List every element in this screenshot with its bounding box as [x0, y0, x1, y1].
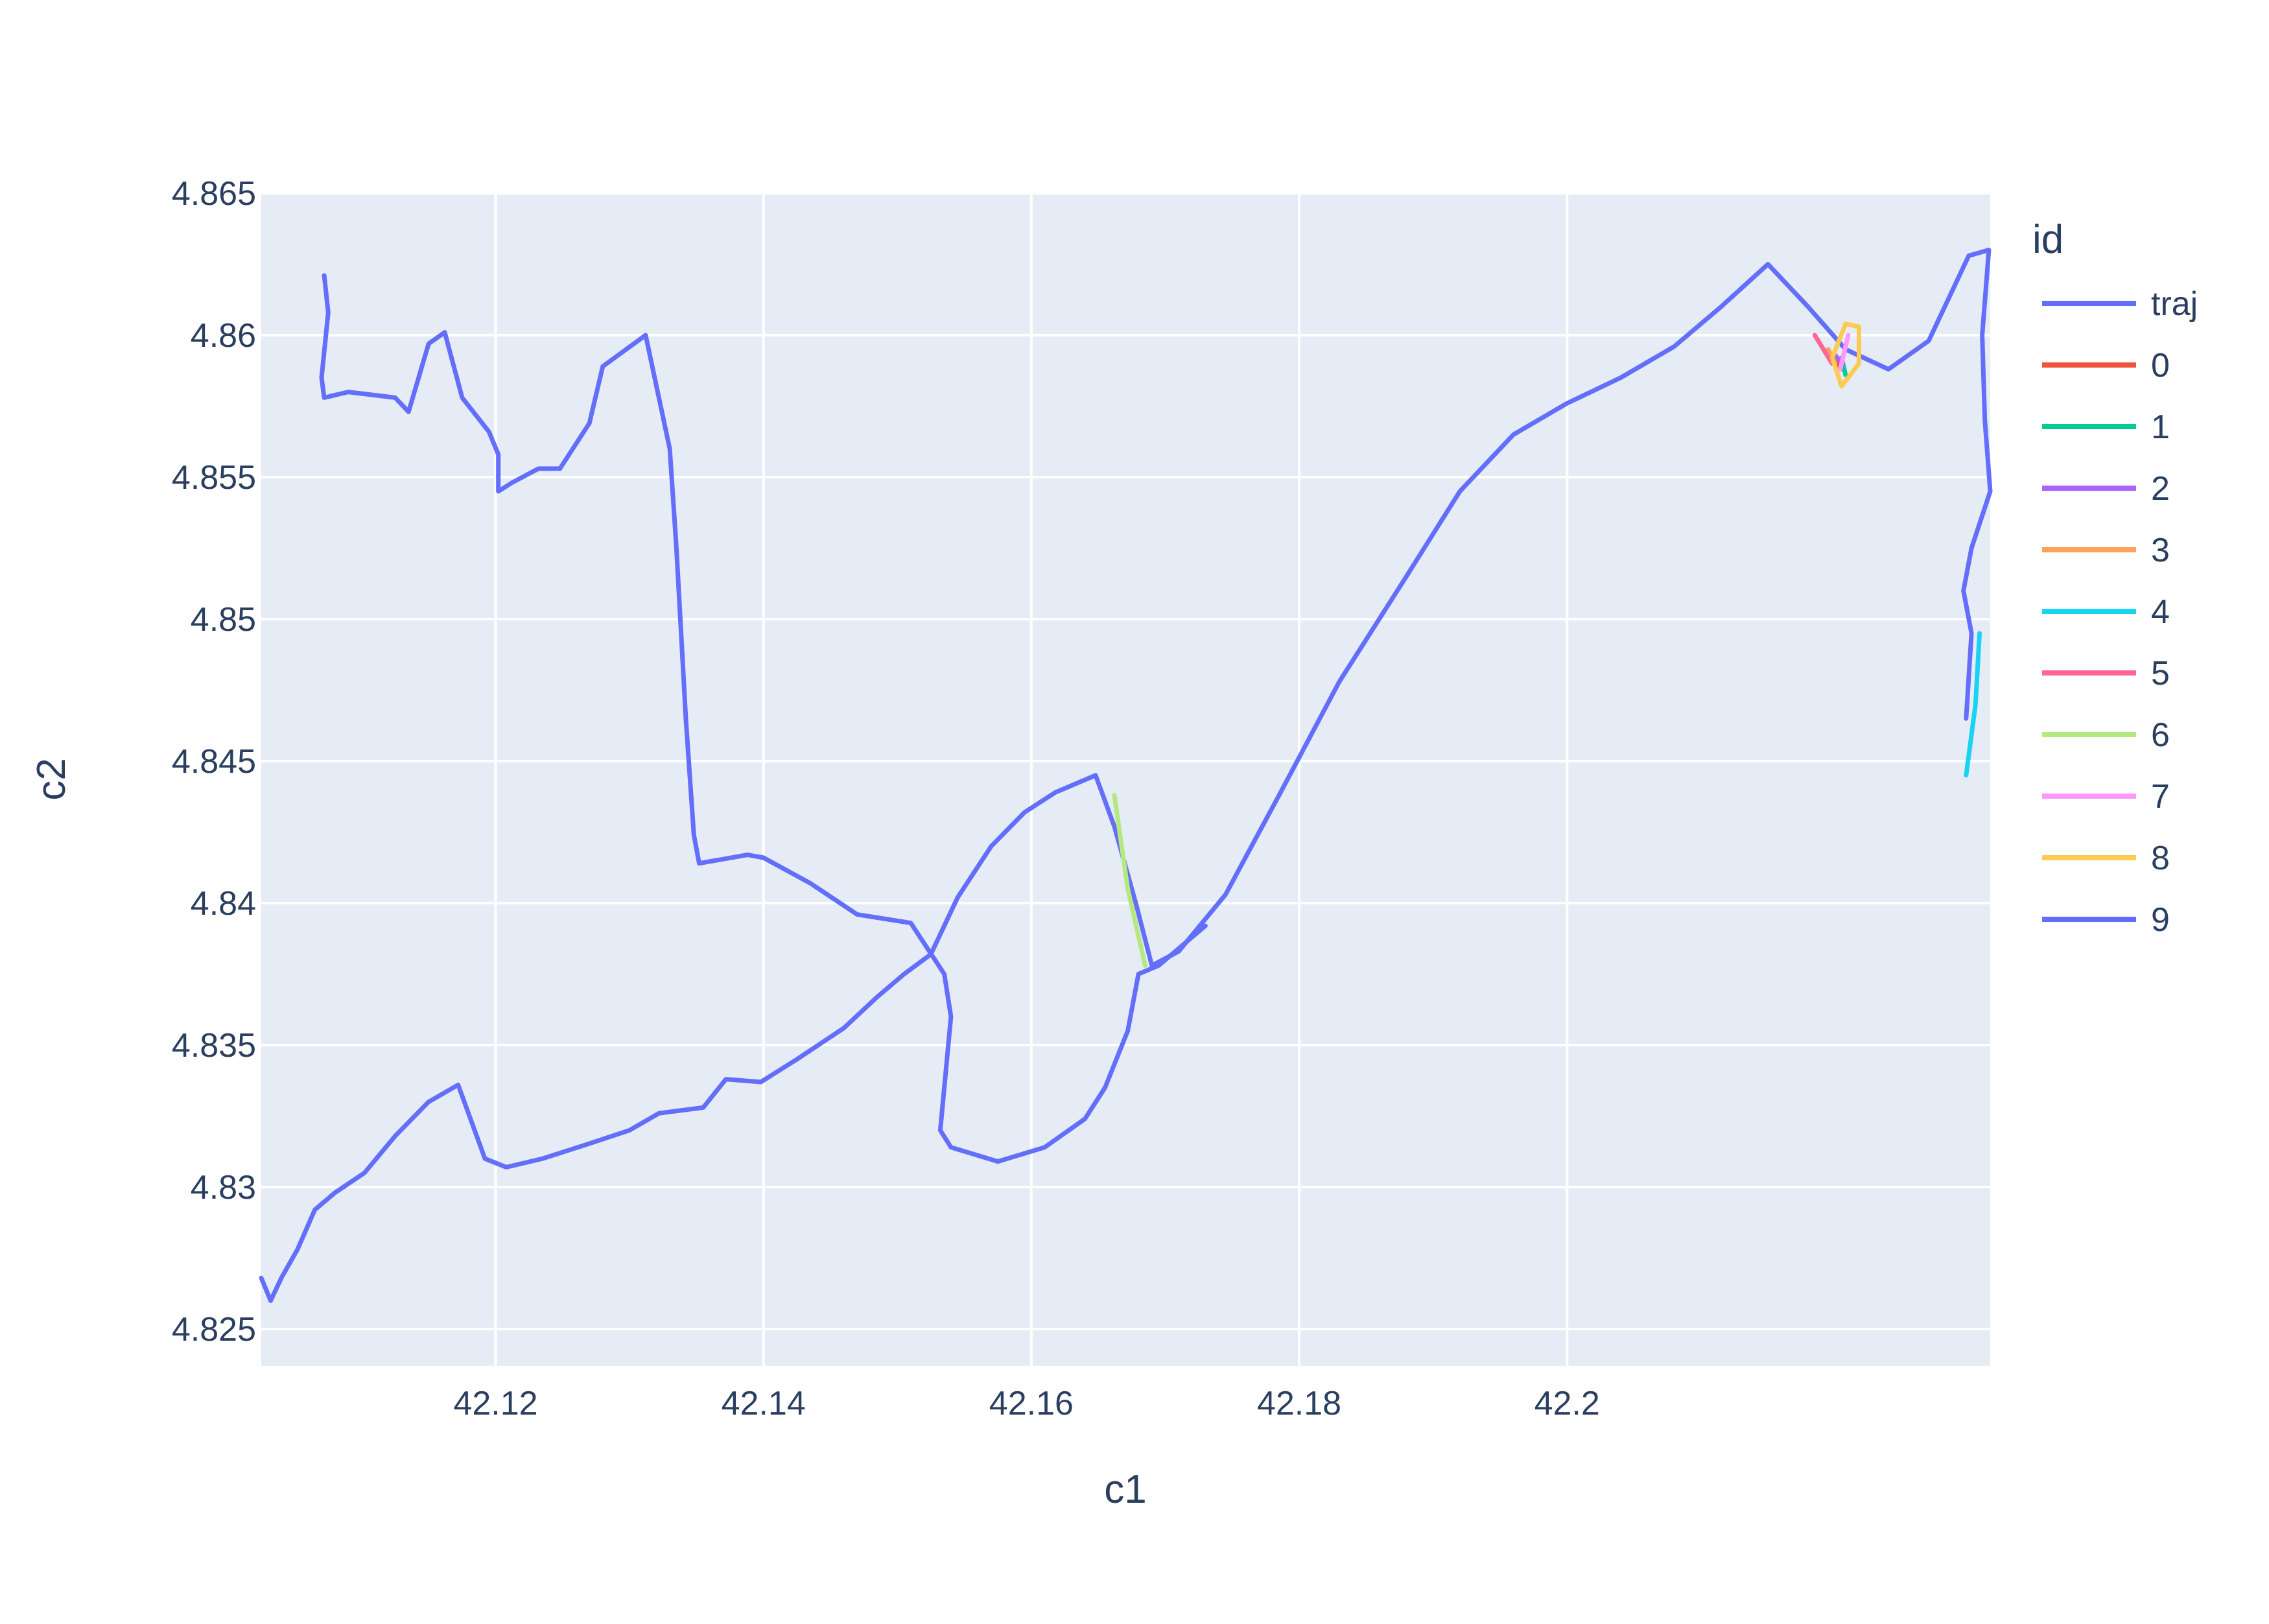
legend-label: 8	[2151, 840, 2170, 877]
y-axis-ticks: 4.825 4.83 4.835 4.84 4.845 4.85 4.855 4.86 4.86…	[172, 175, 256, 1348]
series-line-9	[319, 273, 1208, 1164]
legend: id traj 0 1 2 3 4 5 6 7 8 9	[2032, 217, 2198, 939]
legend-item-5[interactable]: 5	[2042, 655, 2170, 692]
legend-label: 0	[2151, 347, 2170, 384]
series-line-7	[1838, 333, 1851, 372]
y-tick-label: 4.825	[172, 1311, 256, 1348]
legend-label: 3	[2151, 532, 2170, 569]
y-tick-label: 4.845	[172, 743, 256, 781]
legend-item-traj[interactable]: traj	[2042, 285, 2198, 323]
legend-item-9[interactable]: 9	[2042, 901, 2170, 939]
legend-label: 2	[2151, 470, 2170, 508]
legend-item-2[interactable]: 2	[2042, 470, 2170, 508]
x-tick-label: 42.12	[453, 1385, 537, 1422]
y-tick-label: 4.835	[172, 1027, 256, 1065]
y-tick-label: 4.83	[191, 1169, 256, 1206]
x-axis-ticks: 42.12 42.14 42.16 42.18 42.2	[453, 1385, 1599, 1422]
series-line-8	[1829, 322, 1861, 389]
legend-item-4[interactable]: 4	[2042, 593, 2170, 631]
x-tick-label: 42.14	[722, 1385, 806, 1422]
series-line-5	[1812, 333, 1835, 366]
series-layer	[259, 248, 1993, 1303]
legend-item-8[interactable]: 8	[2042, 840, 2170, 877]
legend-item-0[interactable]: 0	[2042, 347, 2170, 384]
legend-label: 7	[2151, 778, 2170, 816]
y-tick-label: 4.85	[191, 601, 256, 639]
legend-label: 6	[2151, 716, 2170, 754]
legend-label: 4	[2151, 593, 2170, 631]
legend-title: id	[2032, 217, 2063, 262]
grid	[261, 192, 1990, 1366]
x-tick-label: 42.18	[1257, 1385, 1341, 1422]
x-axis-title: c1	[1104, 1467, 1146, 1512]
legend-item-7[interactable]: 7	[2042, 778, 2170, 816]
y-tick-label: 4.86	[191, 317, 256, 355]
legend-label: 5	[2151, 655, 2170, 692]
x-tick-label: 42.2	[1534, 1385, 1600, 1422]
series-line-traj	[259, 248, 1993, 1303]
y-tick-label: 4.855	[172, 459, 256, 497]
legend-item-6[interactable]: 6	[2042, 716, 2170, 754]
legend-item-1[interactable]: 1	[2042, 408, 2170, 446]
y-tick-label: 4.865	[172, 175, 256, 213]
y-tick-label: 4.84	[191, 885, 256, 923]
plot-background	[261, 193, 1990, 1366]
legend-label: traj	[2151, 285, 2198, 323]
series-line-6	[1112, 793, 1147, 968]
series-line-4	[1964, 631, 1982, 778]
legend-item-3[interactable]: 3	[2042, 532, 2170, 569]
legend-label: 1	[2151, 408, 2170, 446]
x-tick-label: 42.16	[989, 1385, 1074, 1422]
legend-items: traj 0 1 2 3 4 5 6 7 8 9	[2042, 285, 2198, 939]
legend-label: 9	[2151, 901, 2170, 939]
y-axis-title: c2	[29, 758, 74, 800]
